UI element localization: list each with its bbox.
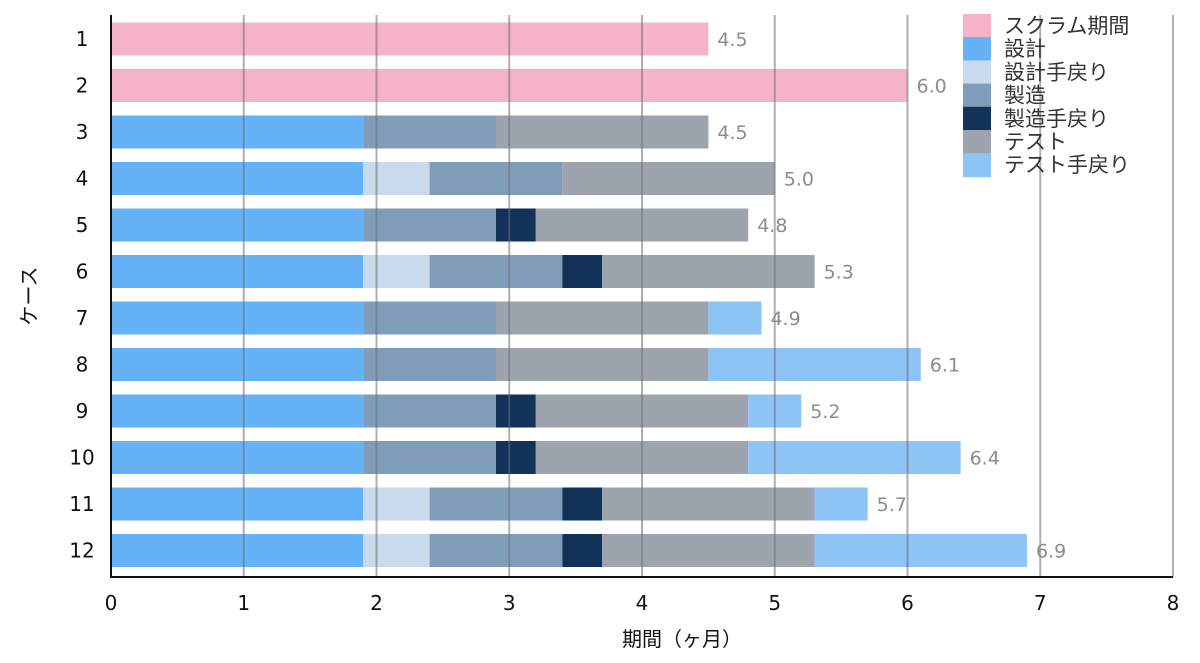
- bar-case-6-series-2: [363, 255, 430, 288]
- legend-swatch-6: [963, 153, 991, 178]
- legend-swatch-1: [963, 37, 991, 62]
- bar-case-4-series-2: [363, 162, 430, 195]
- bar-case-11-series-5: [602, 487, 815, 521]
- legend-label-6: テスト手戻り: [1004, 153, 1130, 177]
- y-tick-label-8: 8: [76, 353, 89, 377]
- legend-label-4: 製造手戻り: [1004, 107, 1109, 131]
- x-tick-label-0: 0: [105, 591, 118, 615]
- y-tick-label-9: 9: [76, 399, 89, 423]
- x-tick-label-2: 2: [370, 591, 383, 615]
- bar-case-11-series-1: [111, 487, 364, 521]
- total-label-case-6: 5.3: [824, 262, 854, 284]
- y-tick-label-5: 5: [76, 213, 89, 237]
- legend-swatch-3: [963, 83, 991, 108]
- x-axis-title: 期間（ヶ月）: [622, 627, 742, 651]
- x-tick-label-5: 5: [768, 591, 781, 615]
- total-label-case-5: 4.8: [757, 215, 787, 237]
- bar-case-12-series-6: [814, 534, 1027, 567]
- total-label-case-4: 5.0: [784, 169, 814, 191]
- legend-swatch-4: [963, 106, 991, 131]
- bar-case-4-series-1: [111, 162, 364, 195]
- x-tick-label-6: 6: [901, 591, 914, 615]
- bar-case-11-series-4: [562, 487, 603, 521]
- x-tick-label-4: 4: [636, 591, 649, 615]
- bar-case-12-series-5: [602, 534, 815, 567]
- bar-case-7-series-1: [111, 301, 364, 335]
- total-label-case-3: 4.5: [717, 122, 747, 144]
- bar-case-9-series-4: [495, 394, 536, 428]
- x-tick-label-7: 7: [1034, 591, 1047, 615]
- legend-label-1: 設計: [1004, 37, 1046, 61]
- x-tick-label-8: 8: [1167, 591, 1180, 615]
- total-label-case-1: 4.5: [717, 29, 747, 51]
- y-tick-label-12: 12: [69, 539, 94, 563]
- total-label-case-2: 6.0: [917, 76, 947, 98]
- legend-label-3: 製造: [1004, 84, 1046, 108]
- bar-case-6-series-4: [562, 255, 603, 288]
- y-tick-label-11: 11: [69, 492, 94, 516]
- legend-swatch-5: [963, 130, 991, 154]
- bar-case-10-series-6: [748, 441, 961, 474]
- bar-case-6-series-3: [429, 255, 563, 288]
- bar-case-5-series-1: [111, 208, 364, 242]
- bar-case-4-series-5: [562, 162, 775, 195]
- labels-layer: 4.5 1 6.0 2 4.5 3 5.0 4 4.8 5 5.3 6 4.9 7 6.1 8 5.2 9 6.4 1…: [17, 27, 1179, 651]
- bar-case-12-series-3: [429, 534, 563, 567]
- bar-case-3-series-5: [495, 115, 709, 149]
- bar-case-7-series-5: [495, 301, 709, 335]
- bar-case-10-series-4: [495, 441, 536, 474]
- bars-layer: [111, 22, 1027, 567]
- axes: [110, 15, 1173, 578]
- y-tick-label-10: 10: [69, 446, 94, 470]
- total-label-case-11: 5.7: [877, 494, 907, 516]
- grid-lines: [242, 15, 1174, 577]
- bar-case-3-series-1: [111, 115, 364, 149]
- bar-case-3-series-3: [363, 115, 496, 149]
- bar-case-11-series-2: [363, 487, 430, 521]
- legend-label-0: スクラム期間: [1004, 14, 1129, 38]
- total-label-case-8: 6.1: [930, 355, 960, 377]
- total-label-case-10: 6.4: [970, 448, 1000, 470]
- y-tick-label-7: 7: [76, 306, 89, 330]
- legend-label-5: テスト: [1004, 130, 1067, 154]
- x-tick-label-3: 3: [503, 591, 516, 615]
- bar-case-12-series-2: [363, 534, 430, 567]
- bar-case-11-series-6: [814, 487, 868, 521]
- total-label-case-9: 5.2: [810, 401, 840, 423]
- y-tick-label-6: 6: [76, 260, 89, 284]
- bar-case-5-series-3: [363, 208, 496, 242]
- total-label-case-7: 4.9: [770, 308, 800, 330]
- legend-swatch-0: [963, 14, 991, 38]
- bar-case-5-series-4: [495, 208, 536, 242]
- bar-case-1-series-0: [111, 22, 709, 56]
- bar-case-6-series-1: [111, 255, 364, 288]
- bar-case-9-series-1: [111, 394, 364, 428]
- y-tick-label-3: 3: [76, 120, 89, 144]
- bar-case-6-series-5: [602, 255, 815, 288]
- y-axis-title: ケース: [17, 267, 41, 326]
- bar-case-7-series-3: [363, 301, 496, 335]
- y-tick-label-2: 2: [76, 74, 89, 98]
- bar-case-9-series-3: [363, 394, 496, 428]
- x-tick-label-1: 1: [237, 591, 250, 615]
- legend-swatch-2: [963, 60, 991, 85]
- legend-label-2: 設計手戻り: [1004, 60, 1109, 84]
- bar-case-10-series-3: [363, 441, 496, 474]
- bar-case-10-series-1: [111, 441, 364, 474]
- y-tick-label-1: 1: [76, 27, 89, 51]
- total-label-case-12: 6.9: [1036, 541, 1066, 563]
- bar-case-4-series-3: [429, 162, 563, 195]
- bar-case-12-series-4: [562, 534, 603, 567]
- bar-case-11-series-3: [429, 487, 563, 521]
- bar-case-8-series-6: [708, 348, 921, 381]
- y-tick-label-4: 4: [76, 167, 89, 191]
- bar-case-7-series-6: [708, 301, 762, 335]
- bar-case-8-series-3: [363, 348, 496, 381]
- bar-case-8-series-5: [495, 348, 709, 381]
- bar-case-12-series-1: [111, 534, 364, 567]
- bar-case-8-series-1: [111, 348, 364, 381]
